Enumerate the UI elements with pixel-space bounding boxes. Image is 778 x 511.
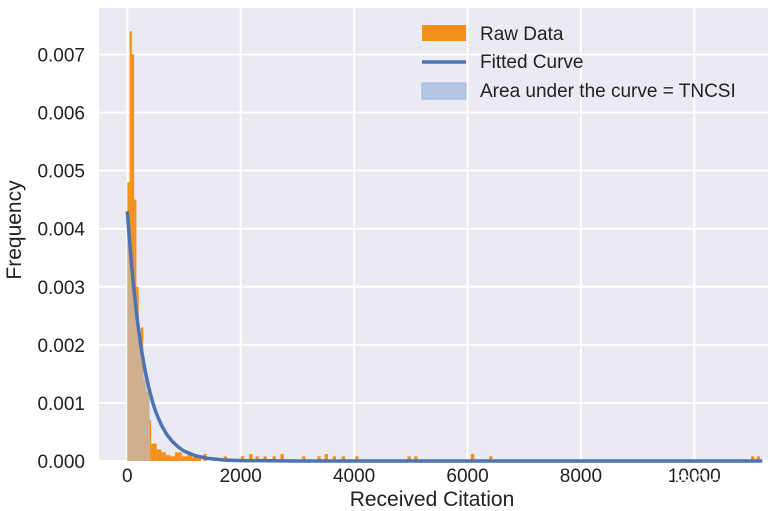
histogram-bar-2 (131, 54, 135, 462)
x-axis-label: Received Citation (350, 488, 515, 511)
x-tick-label-3: 6000 (446, 466, 488, 487)
histogram-bar-13 (165, 455, 171, 461)
histogram-bar-31 (332, 456, 336, 461)
y-tick-label-2: 0.002 (37, 336, 85, 357)
histogram-bar-32 (341, 456, 346, 461)
histogram-bar-39 (756, 456, 761, 461)
histogram-bar-37 (489, 456, 493, 461)
histogram-bar-26 (272, 456, 276, 461)
x-tick-label-1: 2000 (220, 466, 262, 487)
y-tick-label-4: 0.004 (37, 220, 85, 241)
histogram-bar-30 (324, 454, 329, 461)
legend-swatch-raw-data (422, 25, 466, 41)
histogram-bar-14 (170, 456, 175, 461)
fitted-curve (125, 211, 763, 463)
fitted-curve-layer (125, 211, 763, 463)
histogram-bar-15 (174, 452, 182, 461)
y-tick-label-0: 0.000 (37, 452, 85, 473)
histogram-bar-28 (301, 456, 306, 461)
histogram-bar-25 (263, 456, 267, 461)
x-tick-label-0: 0 (122, 466, 133, 487)
histogram-bar-36 (470, 454, 475, 461)
legend-swatch-area (421, 82, 467, 100)
y-axis-label: Frequency (3, 180, 26, 280)
histogram-bar-38 (750, 456, 755, 461)
histogram-bar-22 (240, 456, 245, 461)
watermark: 知乎 @Ocean (627, 470, 757, 494)
plot-background (99, 8, 768, 461)
legend-label-raw-data: Raw Data (480, 24, 564, 45)
y-tick-label-5: 0.005 (37, 162, 85, 183)
x-tick-label-4: 8000 (560, 466, 602, 487)
histogram-bar-16 (181, 456, 188, 461)
y-tick-label-7: 0.007 (37, 45, 85, 66)
histogram-bar-23 (249, 454, 253, 461)
histogram-bar-18 (191, 457, 197, 461)
histogram-bar-11 (156, 449, 162, 461)
y-tick-label-3: 0.003 (37, 278, 85, 299)
histogram-bar-34 (407, 456, 411, 461)
legend-label-fitted-curve: Fitted Curve (480, 52, 583, 73)
grid-lines (99, 8, 768, 462)
histogram-bar-17 (187, 454, 192, 461)
x-tick-label-2: 4000 (333, 466, 375, 487)
histogram-bar-33 (355, 456, 359, 461)
histogram-bar-27 (280, 454, 284, 461)
y-tick-labels: 0.000 0.001 0.002 0.003 0.004 0.005 0.006 0.007 (37, 45, 85, 473)
x-tick-labels: 0 2000 4000 6000 8000 10000 (122, 466, 721, 487)
histogram-bar-35 (414, 456, 418, 461)
x-tick-label-5: 10000 (668, 466, 721, 487)
y-tick-label-6: 0.006 (37, 104, 85, 125)
histogram-bar-24 (255, 456, 259, 461)
histogram-bar-29 (317, 456, 321, 461)
y-tick-label-1: 0.001 (37, 394, 85, 415)
histogram-bar-10 (151, 443, 157, 461)
histogram-bar-12 (161, 452, 166, 461)
legend: Raw Data Fitted Curve Area under the cur… (421, 24, 736, 102)
legend-label-area: Area under the curve = TNCSI (480, 81, 736, 102)
